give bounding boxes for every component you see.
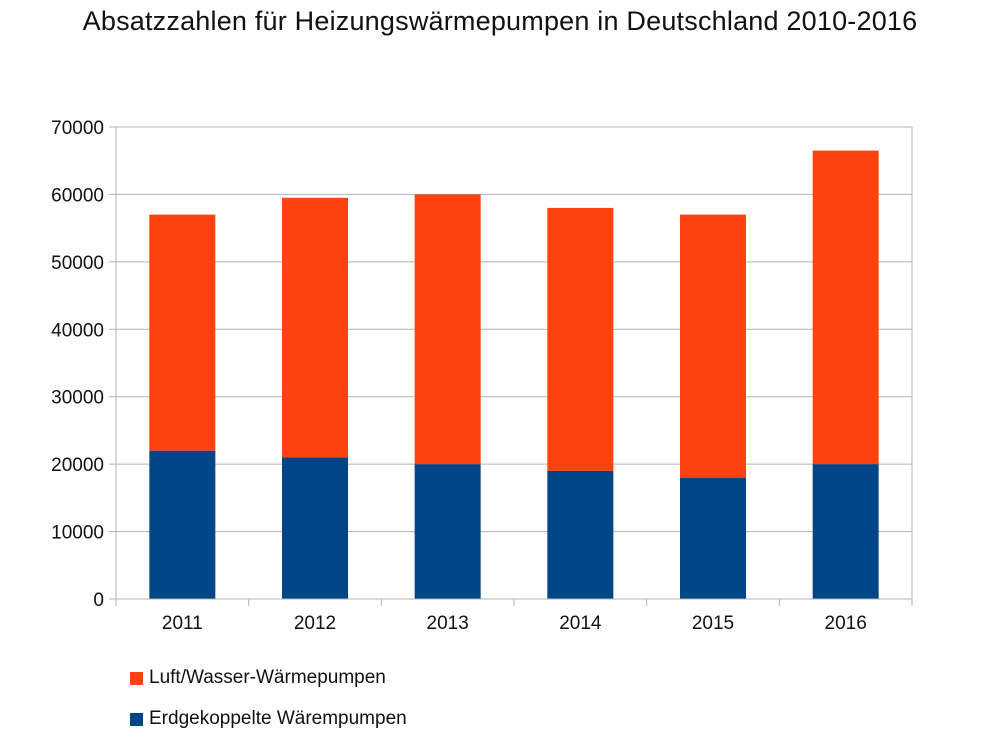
legend-label-luft-wasser: Luft/Wasser-Wärmepumpen [149, 667, 386, 688]
bars [149, 150, 879, 599]
legend-swatch-erdgekoppelt [130, 712, 143, 726]
legend: Luft/Wasser-Wärmepumpen Erdgekoppelte Wä… [130, 664, 407, 746]
legend-item-erdgekoppelt: Erdgekoppelte Wärempumpen [130, 705, 407, 733]
x-tick-label: 2015 [692, 613, 734, 634]
bar-erdgekoppelt-2016 [812, 464, 879, 599]
bar-erdgekoppelt-2013 [414, 464, 481, 599]
y-tick-label: 30000 [51, 388, 104, 409]
y-tick-label: 10000 [51, 523, 104, 544]
bar-erdgekoppelt-2012 [282, 457, 348, 599]
axes: 0 10000 20000 30000 40000 50000 60000 70000 2011… [51, 118, 913, 634]
legend-swatch-luft-wasser [130, 671, 143, 685]
bar-erdgekoppelt-2011 [149, 450, 216, 599]
bar-luft-wasser-2016 [812, 150, 879, 465]
bar-luft-wasser-2011 [149, 214, 216, 451]
bar-luft-wasser-2014 [547, 207, 614, 471]
bar-luft-wasser-2015 [680, 214, 746, 478]
bar-erdgekoppelt-2015 [680, 477, 746, 599]
x-tick-label: 2012 [294, 613, 336, 634]
x-tick-label: 2013 [427, 613, 469, 634]
y-tick-label: 60000 [51, 185, 104, 206]
bar-erdgekoppelt-2014 [547, 470, 614, 599]
y-tick-label: 50000 [51, 253, 104, 274]
x-tick-label: 2014 [559, 613, 602, 634]
legend-item-luft-wasser: Luft/Wasser-Wärmepumpen [130, 664, 407, 692]
grid [116, 126, 912, 600]
bar-luft-wasser-2012 [282, 197, 348, 458]
x-tick-label: 2016 [825, 613, 867, 634]
y-tick-label: 0 [93, 590, 104, 611]
legend-label-erdgekoppelt: Erdgekoppelte Wärempumpen [149, 708, 407, 729]
chart-title: Absatzzahlen für Heizungswärmepumpen in … [82, 6, 918, 36]
bar-luft-wasser-2013 [414, 194, 481, 465]
x-tick-label: 2011 [162, 613, 203, 634]
y-tick-label: 40000 [51, 320, 104, 341]
y-tick-label: 20000 [51, 455, 104, 476]
y-tick-label: 70000 [51, 118, 104, 139]
